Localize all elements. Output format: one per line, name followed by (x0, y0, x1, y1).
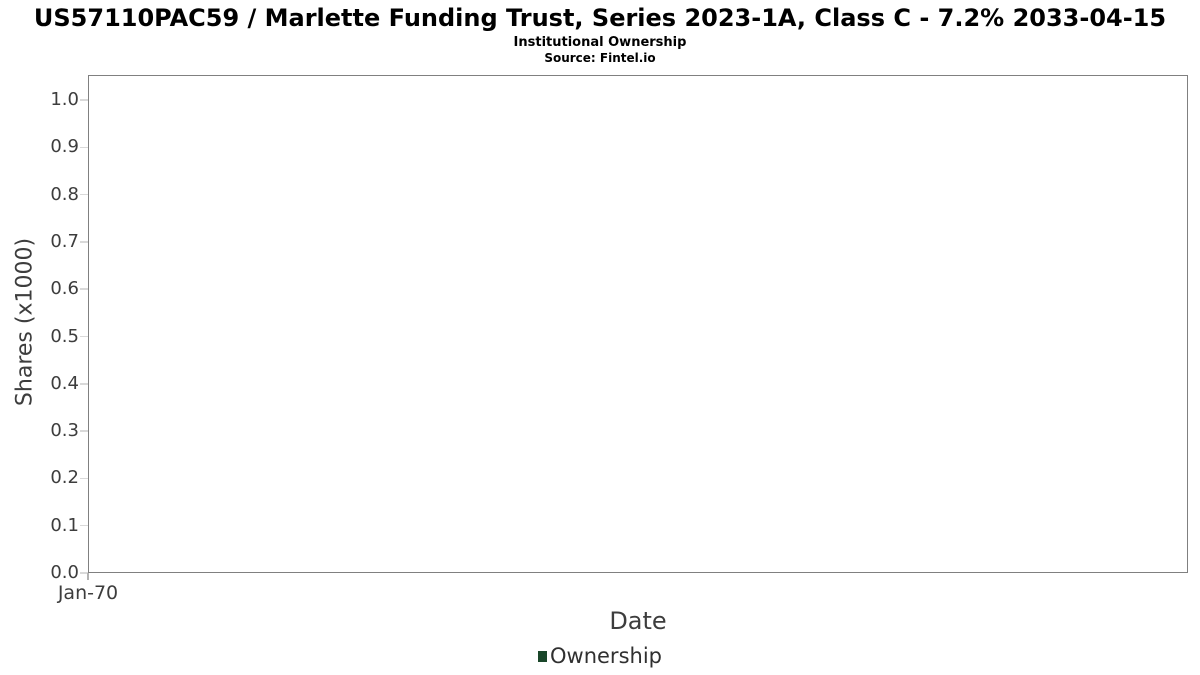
plot-area (88, 75, 1188, 573)
x-axis-title: Date (609, 607, 667, 635)
legend-swatch-icon (538, 650, 547, 662)
legend: Ownership (0, 644, 1200, 668)
y-tick-mark (80, 477, 88, 480)
y-tick-label: 0.3 (50, 420, 79, 442)
y-tick-label: 0.7 (50, 230, 79, 252)
y-tick-label: 0.4 (50, 372, 79, 394)
y-tick-mark (80, 383, 88, 385)
y-tick-mark (80, 572, 88, 574)
legend-label: Ownership (550, 644, 662, 668)
x-tick-mark (87, 573, 89, 580)
y-tick-label: 0.6 (50, 278, 79, 300)
y-tick-mark (80, 241, 88, 243)
legend-item-ownership[interactable]: Ownership (538, 644, 662, 668)
y-tick-label: 0.8 (50, 183, 79, 205)
y-tick-label: 0.9 (50, 136, 79, 158)
chart-title: US57110PAC59 / Marlette Funding Trust, S… (33, 4, 1167, 32)
chart-subtitle: Institutional Ownership (513, 35, 687, 50)
y-tick-mark (80, 524, 88, 527)
y-tick-label: 1.0 (50, 89, 79, 111)
y-tick-mark (80, 288, 88, 290)
y-tick-label: 0.2 (50, 467, 79, 489)
y-tick-label: 0.0 (50, 562, 79, 583)
y-tick-mark (80, 193, 88, 196)
y-tick-mark (80, 335, 88, 338)
y-tick-mark (80, 146, 88, 149)
y-tick-label: 0.5 (50, 325, 79, 347)
y-tick-mark (80, 99, 88, 101)
x-tick-label: Jan-70 (57, 582, 119, 604)
y-tick-label: 0.1 (50, 514, 79, 536)
chart-source-label: Source: Fintel.io (544, 51, 656, 65)
y-tick-mark (80, 430, 88, 432)
